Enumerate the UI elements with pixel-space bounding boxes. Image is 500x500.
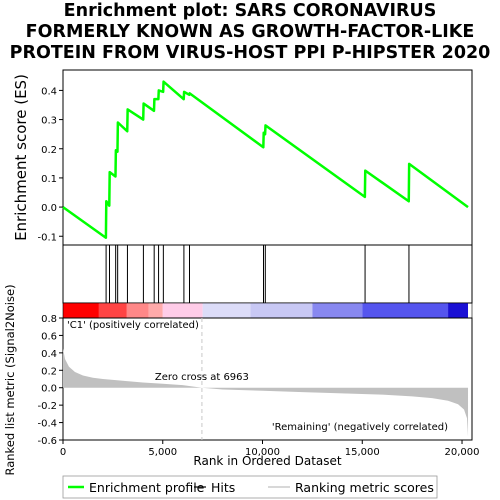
legend-frame [62,475,438,499]
title-line-2: FORMERLY KNOWN AS GROWTH-FACTOR-LIKE [25,22,475,42]
xtick-label: 0 [60,447,66,458]
heatbar-segment [126,303,149,318]
heatbar-segment [63,303,99,318]
ranking-metric-area [63,348,469,437]
title-line-1: Enrichment plot: SARS CORONAVIRUS [63,1,437,21]
es-ytick-label: -0.1 [37,232,57,243]
xtick-label: 10,000 [245,447,280,458]
metric-ytick-label: 0.2 [41,366,57,377]
legend-label-2: Ranking metric scores [295,480,434,495]
positive-correlation-label: 'C1' (positively correlated) [67,320,199,331]
es-ytick-label: 0.0 [41,203,57,214]
metric-panel: Zero cross at 6963 'C1' (positively corre… [3,284,480,475]
metric-ytick-label: -0.4 [37,419,57,430]
heatbar-segment [448,303,469,318]
xtick-label: 20,000 [445,447,480,458]
metric-ytick-label: -0.6 [37,436,57,447]
legend-label-1: Hits [211,480,235,495]
metric-plot-frame [62,317,473,441]
es-ytick-label: 0.3 [41,116,57,127]
heatbar-panel [62,302,473,319]
enrichment-profile-line [62,80,469,239]
es-ytick-label: 0.2 [41,145,57,156]
metric-ytick-label: 0.4 [41,349,57,360]
es-panel: -0.1 0.0 0.1 0.2 0.3 0.4 Enrichment score (ES) [12,69,473,246]
xtick-label: 15,000 [345,447,380,458]
x-axis-label: Rank in Ordered Dataset [193,454,341,468]
es-ytick-label: 0.4 [41,86,57,97]
metric-ytick-label: -0.2 [37,401,57,412]
es-ytick-label: 0.1 [41,174,57,185]
heatbar-segment [148,303,163,318]
title-line-3: PROTEIN FROM VIRUS-HOST PPI P-HIPSTER 20… [9,43,491,63]
heatbar-segment [250,303,313,318]
zero-cross-label: Zero cross at 6963 [155,372,249,383]
metric-ylabel: Ranked list metric (Signal2Noise) [3,284,17,475]
hits-panel [62,244,473,304]
hits-frame [62,244,473,304]
es-plot-frame [62,69,473,246]
heatbar-segment [202,303,251,318]
chart-title: Enrichment plot: SARS CORONAVIRUS FORMER… [0,1,500,64]
heatbar-segment [98,303,127,318]
heatbar-segment [362,303,449,318]
xtick-label: 5,000 [148,447,177,458]
heatbar-segment [312,303,363,318]
metric-ytick-label: 0.0 [41,384,57,395]
negative-correlation-label: 'Remaining' (negatively correlated) [272,422,448,433]
legend: Enrichment profile Hits Ranking metric sco… [62,475,438,499]
legend-label-0: Enrichment profile [89,480,205,495]
es-ylabel: Enrichment score (ES) [12,74,30,241]
heatbar-segment [162,303,203,318]
metric-ytick-label: 0.6 [41,331,57,342]
metric-ytick-label: 0.8 [41,314,57,325]
